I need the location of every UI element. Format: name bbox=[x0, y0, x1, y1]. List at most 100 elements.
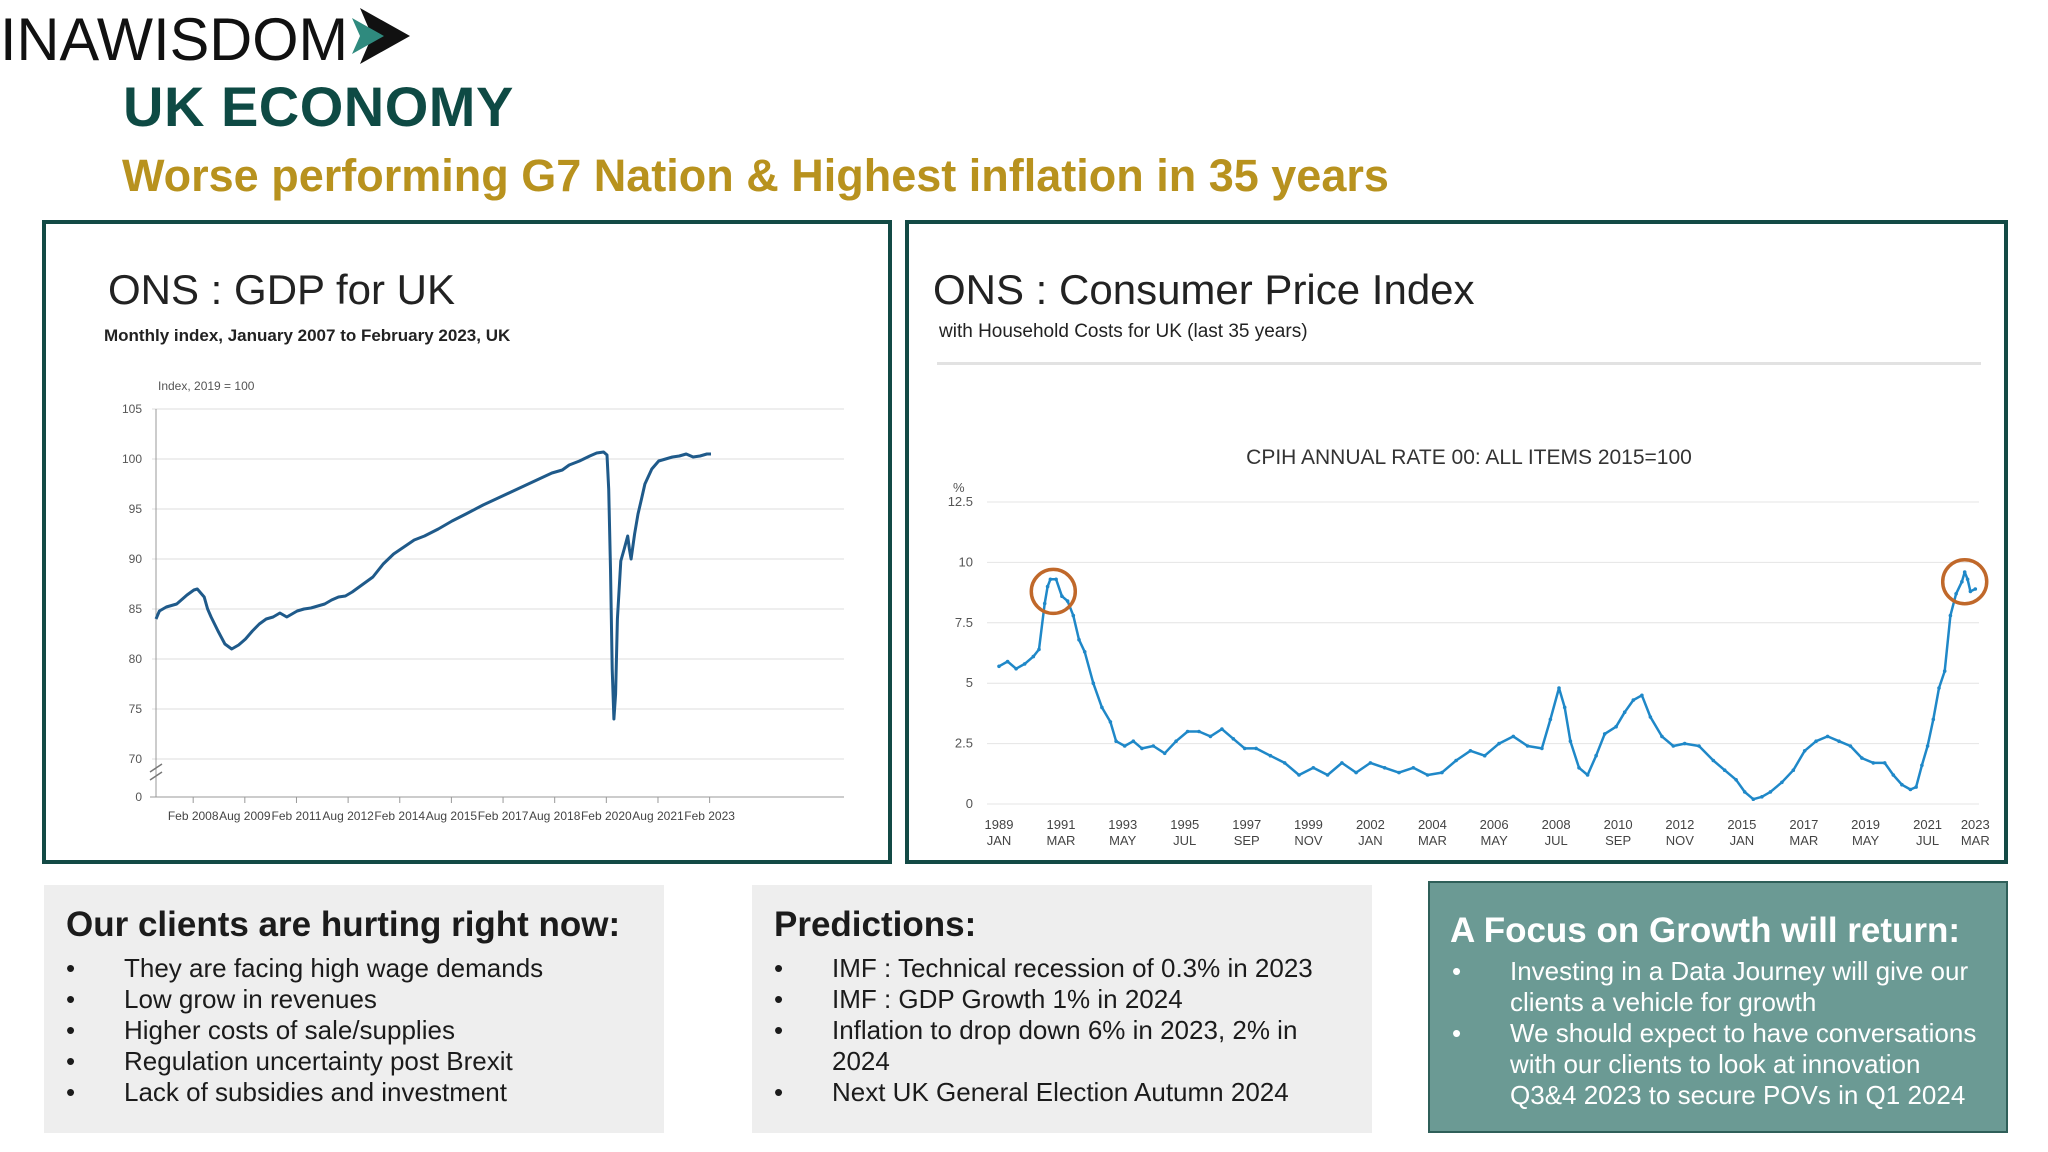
list-item: • Next UK General Election Autumn 2024 bbox=[774, 1077, 1289, 1107]
data-point bbox=[1540, 746, 1544, 751]
y-tick-label: 7.5 bbox=[955, 615, 973, 630]
data-point bbox=[1814, 739, 1818, 743]
clients-heading: Our clients are hurting right now: bbox=[66, 905, 621, 944]
data-point bbox=[1140, 746, 1144, 751]
x-tick-label: 2006 bbox=[1480, 817, 1509, 832]
data-point bbox=[1368, 761, 1373, 765]
data-point bbox=[1454, 758, 1458, 763]
list-item: • Inflation to drop down 6% in 2023, 2% i… bbox=[774, 1015, 1298, 1076]
x-tick-sublabel: JAN bbox=[987, 833, 1012, 848]
data-point bbox=[1468, 749, 1473, 753]
data-point bbox=[1082, 650, 1087, 654]
data-point bbox=[1660, 734, 1664, 739]
x-tick-sublabel: JAN bbox=[1358, 833, 1383, 848]
highlight-circle bbox=[1029, 567, 1078, 616]
data-point bbox=[1005, 659, 1010, 664]
clients-list: • They are facing high wage demands • Low … bbox=[66, 953, 626, 1108]
data-point bbox=[1791, 768, 1796, 772]
bullet-icon: • bbox=[774, 984, 784, 1014]
y-tick-label: 105 bbox=[122, 402, 142, 416]
y-tick-label: 80 bbox=[129, 652, 143, 666]
x-tick-label: 1997 bbox=[1232, 817, 1261, 832]
predictions-heading: Predictions: bbox=[774, 905, 977, 944]
data-point bbox=[1908, 787, 1913, 792]
x-tick-label: 2019 bbox=[1851, 817, 1880, 832]
x-tick-label: 2002 bbox=[1356, 817, 1385, 832]
y-axis-label: % bbox=[953, 480, 965, 495]
predictions-box: Predictions: • IMF : Technical recession … bbox=[752, 885, 1372, 1133]
data-point bbox=[1751, 797, 1756, 801]
data-point bbox=[1562, 705, 1567, 710]
data-point bbox=[1614, 724, 1618, 729]
x-tick-sublabel: MAY bbox=[1481, 833, 1509, 848]
data-point bbox=[1091, 681, 1096, 685]
x-tick-sublabel: NOV bbox=[1666, 833, 1695, 848]
x-tick-sublabel: JUL bbox=[1916, 833, 1939, 848]
bullet-icon: • bbox=[774, 1077, 784, 1107]
growth-box: A Focus on Growth will return: • Investin… bbox=[1428, 881, 2008, 1133]
data-point bbox=[1208, 734, 1213, 739]
data-point bbox=[1100, 705, 1104, 710]
list-item: • Investing in a Data Journey will give o… bbox=[1452, 956, 1969, 1017]
data-point bbox=[1954, 592, 1958, 596]
x-tick-sublabel: NOV bbox=[1294, 833, 1323, 848]
data-point bbox=[1071, 613, 1076, 618]
x-tick-label: Aug 2009 bbox=[219, 809, 271, 823]
bullet-icon: • bbox=[774, 1015, 784, 1045]
data-point bbox=[1760, 795, 1764, 799]
y-tick-label: 85 bbox=[129, 602, 143, 616]
y-tick-label: 90 bbox=[129, 552, 143, 566]
data-point bbox=[1920, 763, 1924, 768]
data-point bbox=[1114, 739, 1118, 743]
data-point bbox=[1557, 686, 1561, 690]
data-point bbox=[1871, 761, 1876, 765]
bullet-icon: • bbox=[66, 1046, 76, 1076]
data-point bbox=[1594, 753, 1598, 758]
list-item: • They are facing high wage demands bbox=[66, 953, 544, 983]
x-tick-label: 1991 bbox=[1047, 817, 1076, 832]
data-point bbox=[1742, 790, 1747, 794]
x-tick-sublabel: MAR bbox=[1789, 833, 1818, 848]
y-tick-label: 70 bbox=[129, 752, 143, 766]
data-point bbox=[1482, 753, 1487, 758]
chart-divider bbox=[937, 362, 1981, 365]
data-point bbox=[1937, 686, 1941, 690]
x-tick-label: 1989 bbox=[985, 817, 1014, 832]
data-point bbox=[1962, 570, 1967, 574]
bullet-icon: • bbox=[66, 953, 76, 983]
x-tick-label: 2008 bbox=[1542, 817, 1571, 832]
data-point bbox=[1077, 637, 1081, 642]
data-point bbox=[1268, 753, 1273, 758]
axis-break-icon bbox=[149, 763, 163, 781]
x-tick-sublabel: MAR bbox=[1047, 833, 1076, 848]
list-item: • Higher costs of sale/supplies bbox=[66, 1015, 455, 1045]
data-point bbox=[1197, 729, 1201, 734]
list-item: • Lack of subsidies and investment bbox=[66, 1077, 507, 1107]
data-point bbox=[1122, 744, 1127, 748]
data-point bbox=[1108, 720, 1113, 724]
x-tick-label: Feb 2011 bbox=[272, 809, 322, 823]
bullet-icon: • bbox=[66, 984, 76, 1014]
x-tick-label: Feb 2008 bbox=[168, 809, 219, 823]
cpi-chart-panel: ONS : Consumer Price Index with Househol… bbox=[905, 220, 2008, 864]
data-point bbox=[1682, 741, 1687, 746]
data-point bbox=[1022, 662, 1027, 666]
data-point bbox=[1511, 734, 1516, 739]
x-tick-label: 2021 bbox=[1913, 817, 1942, 832]
data-point bbox=[1960, 579, 1964, 584]
y-tick-label: 0 bbox=[135, 790, 142, 804]
data-point bbox=[1848, 744, 1853, 748]
bullet-icon: • bbox=[1452, 956, 1462, 986]
data-point bbox=[1671, 744, 1676, 748]
y-tick-label: 95 bbox=[129, 502, 143, 516]
data-point bbox=[1631, 698, 1636, 702]
data-point bbox=[1042, 601, 1047, 606]
data-point bbox=[1325, 773, 1330, 777]
list-item: • IMF : Technical recession of 0.3% in 20… bbox=[774, 953, 1313, 983]
data-point bbox=[1768, 790, 1773, 794]
data-point bbox=[1354, 770, 1358, 775]
y-tick-label: 5 bbox=[966, 675, 973, 690]
bullet-icon: • bbox=[1452, 1018, 1462, 1048]
data-point bbox=[1837, 739, 1841, 743]
data-point bbox=[1411, 766, 1416, 770]
